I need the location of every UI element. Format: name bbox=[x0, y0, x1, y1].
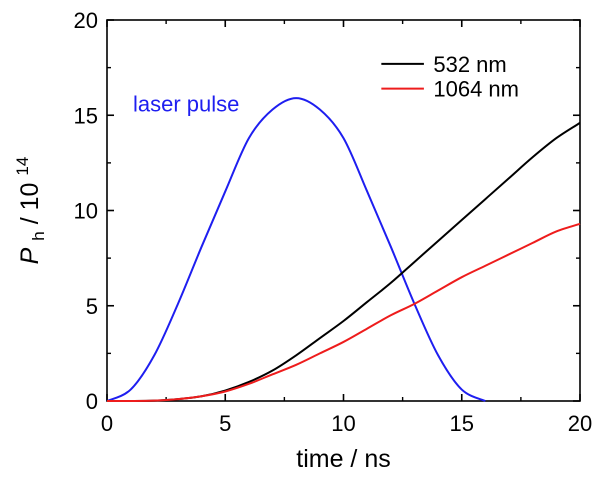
y-axis-title-unit: / 10 bbox=[16, 183, 44, 225]
annotation-laser-pulse: laser pulse bbox=[133, 91, 239, 116]
x-tick-label: 20 bbox=[568, 411, 592, 436]
series-line-1064nm bbox=[106, 222, 581, 403]
legend-label-532nm: 532 nm bbox=[433, 52, 506, 77]
x-tick-label: 10 bbox=[331, 411, 355, 436]
y-tick-label: 15 bbox=[74, 103, 98, 128]
tick-labels: 0 5 10 15 20 0 5 10 15 20 bbox=[74, 8, 593, 436]
x-tick-label: 0 bbox=[101, 411, 113, 436]
x-tick-label: 15 bbox=[450, 411, 474, 436]
x-axis-title: time / ns bbox=[296, 445, 390, 473]
y-axis-title: P h / 10 14 bbox=[13, 157, 50, 265]
axis-ticks bbox=[106, 19, 581, 402]
y-axis-title-symbol: P bbox=[16, 247, 44, 264]
legend-label-1064nm: 1064 nm bbox=[433, 77, 519, 102]
y-tick-label: 5 bbox=[86, 294, 98, 319]
y-axis-title-exponent: 14 bbox=[13, 157, 32, 176]
series-line-532nm bbox=[106, 122, 581, 403]
y-tick-label: 10 bbox=[74, 199, 98, 224]
y-axis-title-subscript: h bbox=[29, 231, 48, 240]
legend: 532 nm 1064 nm bbox=[381, 52, 519, 102]
series-line-laser-pulse bbox=[106, 97, 486, 402]
y-tick-label: 0 bbox=[86, 389, 98, 414]
series-lines bbox=[106, 97, 581, 403]
y-tick-label: 20 bbox=[74, 8, 98, 33]
x-tick-label: 5 bbox=[219, 411, 231, 436]
